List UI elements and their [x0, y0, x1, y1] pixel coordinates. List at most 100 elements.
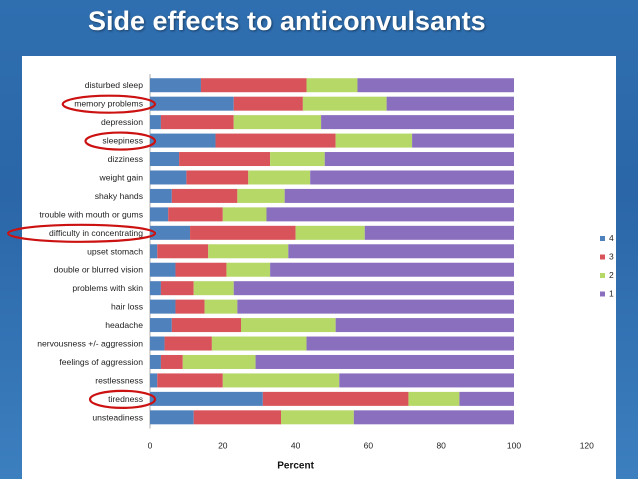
legend-swatch-4: [600, 236, 605, 241]
category-label: shaky hands: [95, 191, 143, 201]
bar-segment-2: [193, 281, 234, 296]
bar-segment-3: [175, 299, 205, 314]
bar-segment-2: [241, 318, 336, 333]
x-tick-label: 0: [148, 441, 153, 451]
bar-segment-4: [150, 225, 191, 240]
bar-segment-3: [171, 318, 241, 333]
bar-segment-2: [222, 373, 340, 388]
bar-segment-3: [157, 244, 209, 259]
legend-label-2: 2: [609, 270, 614, 280]
bar-segment-3: [179, 152, 271, 167]
bar-segment-1: [412, 133, 514, 148]
x-tick-label: 100: [507, 441, 521, 451]
bar-segment-4: [150, 96, 234, 111]
bar-segment-4: [150, 391, 263, 406]
bar-segment-4: [150, 244, 158, 259]
bar-segment-3: [164, 336, 212, 351]
bar-segment-2: [226, 262, 271, 277]
category-label: trouble with mouth or gums: [39, 209, 143, 219]
category-label: sleepiness: [102, 136, 143, 146]
category-label: weight gain: [99, 172, 144, 182]
bar-segment-1: [321, 115, 514, 130]
bar-segment-1: [233, 281, 514, 296]
legend-label-4: 4: [609, 233, 614, 243]
bar-segment-3: [175, 262, 227, 277]
slide-title: Side effects to anticonvulsants: [88, 6, 486, 36]
bar-segment-2: [222, 207, 267, 222]
category-labels: disturbed sleep memory problems depression…: [37, 80, 143, 422]
bar-segment-3: [200, 78, 307, 93]
bar-segment-2: [233, 115, 322, 130]
bar-segment-4: [150, 115, 161, 130]
bar-segment-1: [288, 244, 514, 259]
bar-segment-2: [208, 244, 289, 259]
highlight-ellipse: [88, 389, 157, 409]
category-label: disturbed sleep: [85, 80, 144, 90]
bar-segment-3: [157, 373, 223, 388]
legend: 4 3 2 1: [600, 233, 614, 299]
x-tick-label: 20: [218, 441, 228, 451]
bar-segment-1: [339, 373, 514, 388]
bar-segment-1: [310, 170, 514, 185]
bar-segment-2: [204, 299, 238, 314]
category-label: double or blurred vision: [54, 265, 144, 275]
bar-segment-1: [237, 299, 515, 314]
bar-segment-1: [306, 336, 514, 351]
category-label: restlessness: [95, 375, 143, 385]
category-label: dizziness: [108, 154, 143, 164]
highlight-ellipse: [84, 131, 157, 151]
category-label: hair loss: [111, 302, 143, 312]
bar-segment-4: [150, 207, 169, 222]
bars-layer: [149, 74, 515, 429]
x-tick-labels: 0 20 40 60 80 100 120: [148, 441, 595, 451]
bar-segment-2: [248, 170, 311, 185]
bar-segment-2: [182, 354, 256, 369]
bar-segment-4: [150, 373, 158, 388]
category-label: depression: [101, 117, 143, 127]
bar-segment-1: [459, 391, 514, 406]
category-label: tiredness: [108, 394, 143, 404]
bar-segment-3: [168, 207, 223, 222]
bar-segment-1: [284, 188, 514, 203]
x-axis-title: Percent: [277, 461, 314, 472]
bar-segment-1: [353, 410, 514, 425]
bar-segment-1: [335, 318, 514, 333]
bar-segment-4: [150, 354, 161, 369]
category-label: unsteadiness: [92, 412, 143, 422]
bar-segment-2: [306, 78, 358, 93]
bar-segment-3: [160, 281, 194, 296]
bar-segment-3: [160, 115, 234, 130]
bar-segment-4: [150, 133, 216, 148]
highlight-ellipses: [7, 94, 157, 409]
bar-segment-4: [150, 188, 172, 203]
bar-segment-4: [150, 299, 176, 314]
category-label: headache: [105, 320, 143, 330]
bar-segment-3: [190, 225, 296, 240]
bar-segment-3: [215, 133, 336, 148]
bar-segment-3: [193, 410, 282, 425]
category-label: feelings of aggression: [59, 357, 143, 367]
bar-segment-3: [233, 96, 303, 111]
bar-segment-3: [186, 170, 249, 185]
category-label: difficulty in concentrating: [49, 228, 143, 238]
bar-segment-4: [150, 78, 201, 93]
bar-segment-4: [150, 281, 161, 296]
highlight-ellipse: [61, 94, 157, 114]
legend-label-3: 3: [609, 252, 614, 262]
category-label: nervousness +/- aggression: [37, 339, 143, 349]
bar-segment-2: [270, 152, 325, 167]
bar-segment-3: [160, 354, 183, 369]
x-tick-label: 120: [580, 441, 594, 451]
bar-segment-3: [262, 391, 409, 406]
category-label: upset stomach: [87, 246, 143, 256]
bar-segment-2: [295, 225, 365, 240]
legend-swatch-2: [600, 273, 605, 278]
bar-segment-4: [150, 152, 180, 167]
bar-segment-4: [150, 336, 165, 351]
bar-segment-2: [408, 391, 460, 406]
bar-segment-1: [266, 207, 514, 222]
bar-segment-1: [255, 354, 514, 369]
bar-segment-2: [302, 96, 387, 111]
legend-swatch-3: [600, 254, 605, 260]
category-label: problems with skin: [72, 283, 143, 293]
